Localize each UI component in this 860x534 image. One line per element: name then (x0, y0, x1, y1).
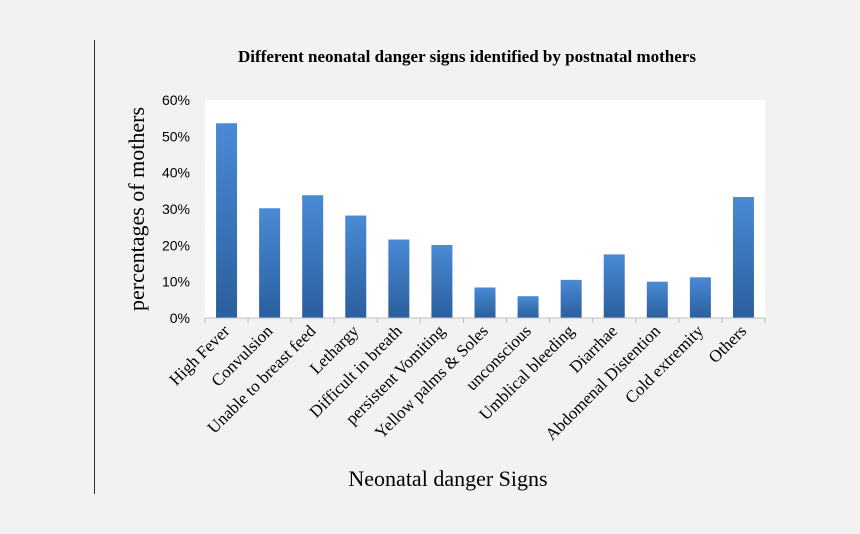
y-tick-label: 40% (162, 165, 190, 181)
y-axis-title: percentages of mothers (124, 107, 149, 311)
y-tick-label: 20% (162, 237, 190, 253)
bar (646, 281, 668, 318)
x-tick-label: Others (705, 321, 750, 366)
bar (560, 279, 582, 318)
x-axis-title: Neonatal danger Signs (348, 466, 547, 491)
bars-group (216, 123, 754, 319)
bar (259, 208, 281, 318)
y-tick-label: 30% (162, 201, 190, 217)
bar (345, 215, 367, 318)
y-tick-label: 10% (162, 274, 190, 290)
y-tick-label: 60% (162, 92, 190, 108)
left-divider-line (94, 40, 95, 494)
plot-area (205, 100, 765, 318)
bar (302, 195, 324, 318)
bar (689, 277, 711, 318)
bar (732, 197, 754, 318)
y-tick-label: 0% (170, 310, 190, 326)
bar (474, 287, 496, 318)
x-axis-ticks (204, 318, 766, 323)
y-tick-label: 50% (162, 128, 190, 144)
bar (431, 244, 453, 318)
y-axis-ticks: 0% 10% 20% 30% 40% 50% 60% (162, 92, 190, 326)
bar (603, 254, 625, 318)
bar (388, 239, 410, 318)
chart-title: Different neonatal danger signs identifi… (238, 47, 696, 66)
bar (517, 296, 539, 318)
bar (216, 123, 238, 319)
